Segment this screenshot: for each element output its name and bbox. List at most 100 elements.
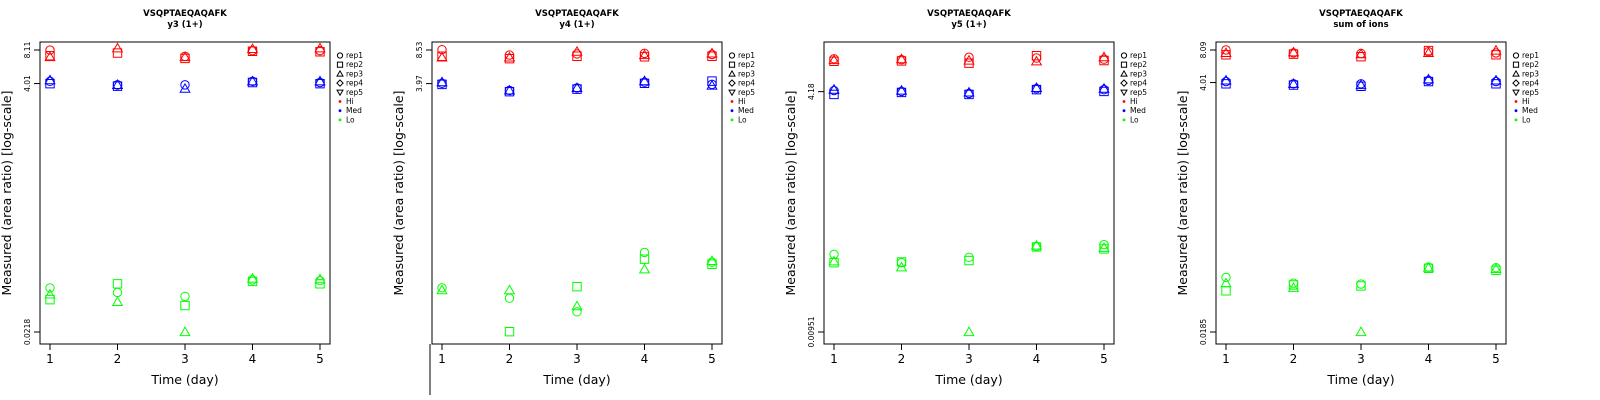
legend-label-rep5: rep5 [1130,88,1147,97]
data-point-hi-day4-triangle-up [638,49,651,60]
legend-label-hi: Hi [346,97,354,106]
data-point-lo-day3-triangle-up [1355,326,1367,337]
data-point-hi-day4-triangle-up [246,43,259,53]
chart-subtitle: y3 (1+) [167,20,202,30]
x-tick-label: 5 [1492,352,1500,366]
legend-label-rep4: rep4 [1130,79,1147,88]
legend-label-rep3: rep3 [346,69,363,78]
x-tick-label: 5 [1100,352,1108,366]
data-point-hi-day4-square [1031,50,1042,61]
legend-marker-rep1 [1512,52,1520,59]
x-tick-label: 3 [965,352,973,366]
y-tick-label: 0.0218 [23,319,32,345]
data-point-lo-day2-triangle-up [503,284,516,295]
data-point-lo-day3-circle [180,291,190,302]
data-point-hi-day1-circle [45,45,55,55]
legend-marker-rep1 [1120,52,1128,59]
data-point-med-day4-square [247,77,258,88]
chart-subtitle: y4 (1+) [559,20,594,30]
data-point-lo-day2-triangle-up [111,296,124,306]
data-point-lo-day3-circle [1356,279,1366,289]
data-point-hi-day2-triangle-up [895,53,908,64]
legend-label-rep2: rep2 [1522,60,1539,69]
legend-label-hi: Hi [738,97,746,106]
data-point-med-day2-triangle-up [503,84,516,95]
legend-marker-rep4 [728,79,736,87]
legend-label-rep1: rep1 [1522,51,1539,60]
data-point-hi-day1-triangle-up [436,51,448,62]
data-point-med-day1-square [45,78,55,89]
legend-marker-lo [730,118,734,122]
legend-marker-med [730,109,734,113]
x-tick-label: 4 [1033,352,1041,366]
data-point-hi-day5-square [707,51,717,61]
data-point-hi-day1-square [1221,50,1231,60]
data-point-lo-day2-square [112,279,123,289]
data-point-med-day2-triangle-up [1287,78,1300,88]
data-point-med-day1-square [829,89,839,100]
x-tick-label: 2 [1290,352,1298,366]
data-point-hi-day5-triangle-up [1098,51,1110,62]
chart-subtitle: sum of ions [1333,20,1388,30]
chart-title: VSQPTAEQAQAFK [535,9,619,19]
legend-marker-rep4 [336,79,344,87]
data-point-hi-day1-triangle-up [1220,47,1232,57]
legend-label-rep5: rep5 [1522,88,1539,97]
plot-frame [39,41,331,345]
data-point-med-day1-square [1221,79,1231,89]
data-point-lo-day4-square [639,254,650,264]
y-axis-label: Measured (area ratio) [log-scale] [783,91,798,296]
data-point-lo-day2-square [896,257,907,267]
legend-marker-lo [1122,118,1126,122]
data-point-lo-day2-square [1288,280,1299,290]
data-point-lo-day2-triangle-up [895,261,908,272]
data-point-hi-day5-triangle-up [1490,44,1502,55]
legend-marker-hi [1514,100,1518,103]
plot-frame [431,41,723,345]
data-point-med-day4-triangle-up [1422,73,1435,84]
chart-title: VSQPTAEQAQAFK [927,9,1011,19]
legend-marker-rep5 [728,89,736,97]
data-point-lo-day4-circle [639,247,650,258]
data-point-lo-day2-circle [112,287,123,298]
data-point-lo-day4-triangle-up [1030,239,1043,250]
data-point-lo-day4-square [247,276,258,287]
x-axis-label: Time (day) [1326,372,1394,387]
data-point-med-day2-triangle-up [895,84,908,95]
x-tick-label: 3 [573,352,581,366]
plot-frame [1215,41,1507,345]
data-point-hi-day4-triangle-up [1030,55,1043,66]
x-tick-label: 3 [1357,352,1365,366]
legend-marker-rep1 [728,52,736,59]
legend-marker-rep5 [336,89,344,97]
y-tick-label: 4.01 [23,75,32,92]
data-point-med-day1-triangle-up [44,74,56,85]
data-point-med-day3-triangle-up [1355,79,1367,90]
x-tick-label: 1 [438,352,446,366]
data-point-lo-day1-triangle-up [44,288,56,299]
legend-marker-rep3 [1120,69,1128,77]
legend-marker-rep3 [728,69,736,77]
data-point-med-day3-triangle-up [963,86,975,97]
x-tick-label: 4 [249,352,257,366]
data-point-lo-day4-triangle-up [1422,261,1435,272]
legend-label-lo: Lo [346,115,355,124]
data-point-lo-day3-square [572,281,582,292]
data-point-hi-day3-triangle-up [571,45,583,56]
data-point-hi-day4-square [247,46,258,56]
data-point-hi-day3-circle [572,49,582,59]
legend-label-lo: Lo [1130,115,1139,124]
legend-label-rep5: rep5 [346,88,363,97]
legend-label-med: Med [346,106,362,115]
chart-subtitle: y5 (1+) [951,20,986,30]
legend-marker-med [338,109,342,113]
data-point-lo-day2-triangle-up [1287,281,1300,292]
data-point-med-day5-triangle-up [1490,74,1502,85]
y-tick-label: 0.00951 [807,316,816,347]
data-point-hi-day3-square [572,51,582,61]
legend-marker-rep2 [1512,61,1520,68]
data-point-lo-day4-triangle-up [638,263,651,274]
